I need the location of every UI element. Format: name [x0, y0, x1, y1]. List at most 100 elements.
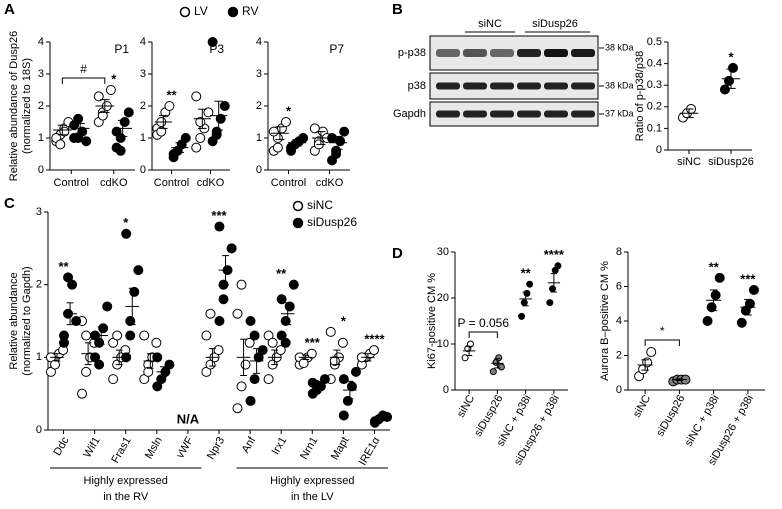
data-point	[466, 340, 474, 348]
data-point	[71, 316, 82, 326]
panel-letter: C	[4, 195, 15, 212]
band	[544, 49, 568, 57]
x-tick-label: Anf	[240, 434, 259, 455]
annotation: **	[58, 259, 69, 274]
legend-label: siDusp26	[307, 215, 357, 229]
annotation: N/A	[177, 411, 200, 426]
y-tick-label: 0	[443, 384, 449, 396]
data-point	[337, 337, 348, 348]
legend-label: siNC	[307, 198, 333, 212]
data-point	[710, 290, 721, 301]
significance-bracket	[644, 339, 680, 347]
data-point	[164, 359, 175, 370]
data-point	[646, 347, 657, 358]
data-point	[232, 403, 243, 414]
y-tick-label: 4	[256, 36, 262, 48]
x-tick-label: vWF	[174, 435, 196, 461]
y-axis-label: Ratio of p-p38/p38	[634, 51, 646, 142]
x-tick-label: cdKO	[316, 177, 344, 189]
data-point	[201, 330, 212, 341]
data-point	[549, 285, 557, 293]
y-tick-label: 20	[437, 292, 449, 304]
band	[571, 110, 595, 118]
y-tick-label: 30	[437, 246, 449, 258]
y-tick-label: 0	[36, 424, 42, 436]
data-point	[236, 279, 247, 290]
y-tick-label: 3	[140, 68, 146, 80]
data-point	[280, 117, 291, 127]
y-tick-label: 2	[256, 100, 262, 112]
data-point	[249, 374, 260, 385]
band	[490, 49, 514, 57]
data-point	[81, 366, 92, 377]
x-tick-label: Control	[271, 177, 306, 189]
x-tick-label: siNC	[631, 393, 653, 420]
data-point	[338, 410, 349, 421]
y-tick-label: 6	[616, 280, 622, 292]
data-point	[298, 358, 309, 369]
y-tick-label: 2	[36, 279, 42, 291]
annotation: ***	[211, 208, 227, 223]
group-label: Highly expressed	[84, 475, 168, 487]
x-tick-label: IRE1α	[357, 434, 383, 467]
data-point	[327, 133, 338, 143]
annotation: *	[123, 215, 129, 230]
band	[517, 110, 541, 118]
band	[463, 82, 487, 90]
annotation: ****	[544, 247, 565, 262]
data-point	[267, 337, 278, 348]
x-tick-label: Wif1	[81, 435, 102, 460]
x-tick-label: siNC	[677, 156, 701, 168]
data-point	[306, 348, 317, 359]
data-point	[309, 123, 320, 134]
data-point	[214, 316, 225, 326]
y-tick-label: 0.5	[647, 36, 662, 48]
x-tick-label: Mapt	[329, 435, 352, 462]
data-point	[108, 374, 119, 385]
annotation: *	[341, 313, 347, 328]
data-point	[211, 129, 222, 140]
data-point	[719, 84, 730, 95]
x-tick-label: cdKO	[100, 177, 128, 189]
lane-label: siDusp26	[532, 18, 578, 30]
x-tick-label: Msln	[143, 435, 165, 461]
data-point	[112, 330, 123, 341]
data-point	[495, 354, 503, 362]
data-point	[497, 363, 505, 371]
x-tick-label: siNC + p38i	[683, 393, 722, 449]
data-point	[714, 272, 725, 283]
data-point	[331, 149, 342, 159]
data-point	[518, 312, 526, 320]
data-point	[702, 316, 713, 326]
data-point	[325, 326, 336, 337]
size-label: 38 kDa	[605, 42, 634, 52]
y-tick-label: 4	[616, 315, 622, 327]
bands	[436, 49, 595, 118]
y-tick-label: 4	[140, 36, 146, 48]
data-point	[152, 352, 163, 363]
band	[571, 82, 595, 90]
significance-bracket	[61, 77, 106, 84]
legend-marker	[292, 200, 304, 212]
data-point	[232, 308, 243, 319]
significance-bracket	[468, 331, 498, 338]
y-tick-label: 0.2	[647, 101, 662, 113]
data-point	[98, 323, 109, 334]
legend-marker	[179, 6, 191, 18]
row-label: p38	[408, 80, 426, 92]
data-point	[214, 221, 225, 232]
data-point	[263, 374, 274, 385]
data-point	[125, 330, 136, 341]
data-point	[191, 142, 202, 153]
annotation: *	[286, 103, 292, 118]
data-point	[339, 126, 350, 137]
annotation: **	[709, 259, 720, 274]
lane-label: siNC	[478, 18, 502, 30]
data-point	[286, 142, 297, 153]
band	[436, 49, 460, 57]
x-tick-label: siNC	[455, 393, 477, 420]
data-point	[748, 284, 759, 295]
annotation: P = 0.056	[458, 316, 510, 330]
data-point	[268, 126, 279, 137]
y-axis-label: Relative abundance of Dusp26	[8, 31, 20, 181]
